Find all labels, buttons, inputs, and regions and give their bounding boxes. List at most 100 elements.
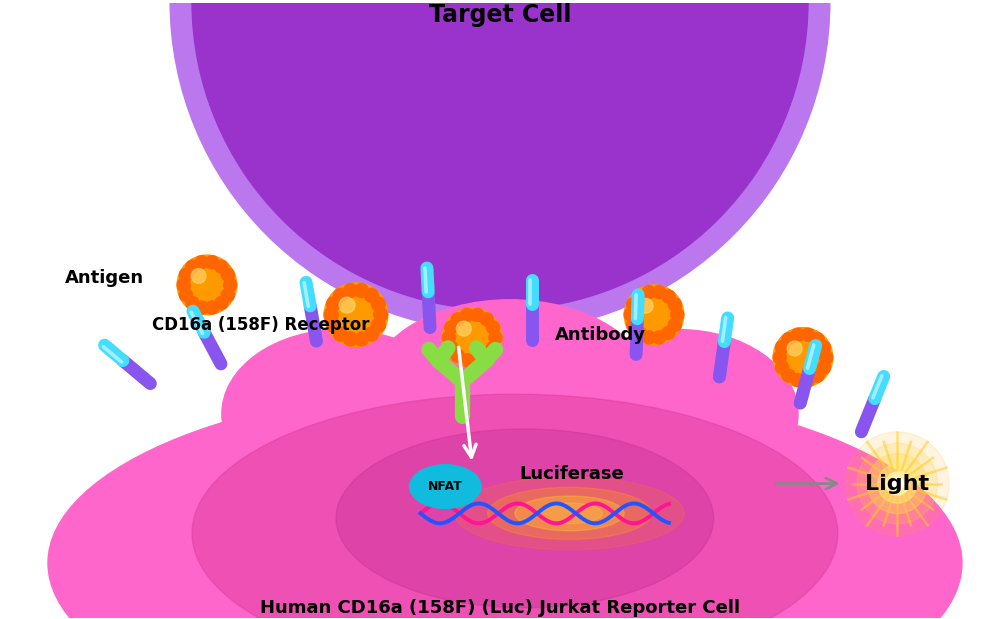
Circle shape xyxy=(817,361,831,374)
Circle shape xyxy=(668,298,681,311)
Circle shape xyxy=(653,331,666,344)
Circle shape xyxy=(775,361,789,374)
Circle shape xyxy=(775,341,789,354)
Ellipse shape xyxy=(410,465,481,508)
Ellipse shape xyxy=(336,429,714,608)
Circle shape xyxy=(624,285,684,345)
Circle shape xyxy=(668,318,681,331)
Circle shape xyxy=(327,297,341,311)
Ellipse shape xyxy=(222,329,460,498)
Circle shape xyxy=(354,332,368,346)
Circle shape xyxy=(891,477,904,490)
Ellipse shape xyxy=(515,496,624,530)
Circle shape xyxy=(170,0,830,332)
Circle shape xyxy=(206,301,219,314)
Circle shape xyxy=(642,331,655,344)
Circle shape xyxy=(442,331,455,344)
Circle shape xyxy=(662,290,675,303)
Circle shape xyxy=(886,472,909,495)
Circle shape xyxy=(489,331,502,344)
Circle shape xyxy=(471,353,484,367)
Circle shape xyxy=(846,432,949,535)
Circle shape xyxy=(364,327,378,341)
Circle shape xyxy=(224,279,237,292)
Circle shape xyxy=(460,353,474,367)
Circle shape xyxy=(221,268,234,282)
Circle shape xyxy=(215,260,228,273)
Circle shape xyxy=(624,308,637,321)
Text: Luciferase: Luciferase xyxy=(519,465,624,483)
Circle shape xyxy=(638,298,653,313)
Circle shape xyxy=(445,321,458,334)
Circle shape xyxy=(867,454,927,514)
Circle shape xyxy=(653,285,666,298)
Circle shape xyxy=(773,351,786,364)
Circle shape xyxy=(662,326,675,339)
Circle shape xyxy=(671,308,684,321)
Circle shape xyxy=(626,298,640,311)
Circle shape xyxy=(782,369,795,382)
Circle shape xyxy=(177,279,190,292)
Circle shape xyxy=(471,308,484,321)
Circle shape xyxy=(787,341,802,356)
Text: Antigen: Antigen xyxy=(65,269,144,287)
Circle shape xyxy=(215,297,228,310)
Circle shape xyxy=(374,308,388,322)
Circle shape xyxy=(487,321,500,334)
Circle shape xyxy=(480,313,493,326)
Text: Antibody: Antibody xyxy=(555,326,646,344)
Circle shape xyxy=(460,308,474,321)
Circle shape xyxy=(802,373,815,387)
Circle shape xyxy=(333,327,347,341)
Circle shape xyxy=(371,297,385,311)
Circle shape xyxy=(343,284,357,298)
Circle shape xyxy=(626,318,640,331)
Text: Human CD16a (158F) (Luc) Jurkat Reporter Cell: Human CD16a (158F) (Luc) Jurkat Reporter… xyxy=(260,599,740,617)
Circle shape xyxy=(451,349,464,362)
Circle shape xyxy=(811,369,824,382)
Circle shape xyxy=(333,288,347,302)
Ellipse shape xyxy=(488,487,651,540)
Circle shape xyxy=(878,464,917,503)
Circle shape xyxy=(442,308,502,367)
Text: Target Cell: Target Cell xyxy=(429,2,571,27)
Circle shape xyxy=(642,285,655,298)
Circle shape xyxy=(186,297,199,310)
Ellipse shape xyxy=(560,329,798,498)
Ellipse shape xyxy=(455,477,684,550)
Circle shape xyxy=(195,301,208,314)
Text: Light: Light xyxy=(865,474,929,493)
Text: CD16a (158F) Receptor: CD16a (158F) Receptor xyxy=(152,316,370,334)
Circle shape xyxy=(324,283,388,347)
Circle shape xyxy=(371,318,385,332)
Circle shape xyxy=(324,308,338,322)
Circle shape xyxy=(177,255,237,314)
Circle shape xyxy=(445,341,458,354)
Circle shape xyxy=(206,256,219,269)
Circle shape xyxy=(364,288,378,302)
Circle shape xyxy=(817,341,831,354)
Circle shape xyxy=(480,349,493,362)
Circle shape xyxy=(633,326,646,339)
Circle shape xyxy=(802,328,815,341)
Circle shape xyxy=(451,313,464,326)
Ellipse shape xyxy=(537,503,602,524)
Circle shape xyxy=(195,256,208,269)
Circle shape xyxy=(343,332,357,346)
Circle shape xyxy=(186,260,199,273)
Ellipse shape xyxy=(366,300,654,488)
Circle shape xyxy=(179,288,193,301)
Circle shape xyxy=(327,318,341,332)
Circle shape xyxy=(773,327,833,387)
Ellipse shape xyxy=(192,394,838,619)
Circle shape xyxy=(221,288,234,301)
Circle shape xyxy=(339,297,355,313)
Circle shape xyxy=(191,269,206,284)
Circle shape xyxy=(791,373,804,387)
Circle shape xyxy=(791,328,804,341)
Ellipse shape xyxy=(48,384,962,619)
Text: NFAT: NFAT xyxy=(428,480,463,493)
Circle shape xyxy=(782,332,795,346)
Circle shape xyxy=(857,443,938,524)
Circle shape xyxy=(456,321,471,336)
